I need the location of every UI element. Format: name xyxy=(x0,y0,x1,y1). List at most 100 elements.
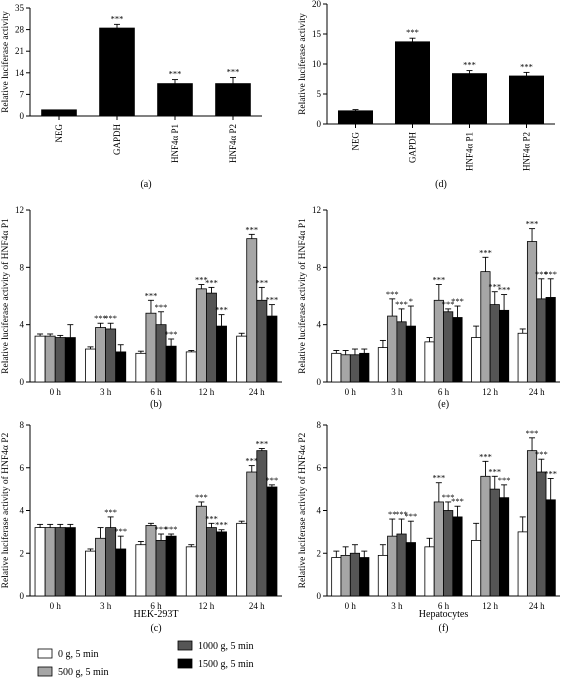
significance-label: *** xyxy=(498,475,511,485)
bar-series-0 xyxy=(236,335,248,383)
significance-label: *** xyxy=(544,468,557,478)
y-tick-label: 12 xyxy=(312,205,321,215)
y-tick-label: 0 xyxy=(317,119,322,129)
significance-label: *** xyxy=(205,277,218,287)
y-tick-label: 20 xyxy=(312,0,322,9)
bar-neg xyxy=(337,110,373,125)
bar-series-1 xyxy=(340,354,351,383)
x-tick-label: 6 h xyxy=(150,387,162,397)
significance-label: *** xyxy=(266,475,279,485)
bar-series-2 xyxy=(349,354,361,383)
y-tick-label: 4 xyxy=(20,320,25,330)
x-tick-label: 6 h xyxy=(438,387,450,397)
legend-swatch xyxy=(37,648,53,659)
bar-series-2 xyxy=(349,552,361,597)
bar-series-3 xyxy=(545,499,556,597)
significance-label: *** xyxy=(488,466,501,476)
significance-label: *** xyxy=(526,428,539,438)
bar-series-2 xyxy=(489,304,500,383)
bar-series-1 xyxy=(387,535,398,597)
panel-letter: (b) xyxy=(150,399,162,410)
significance-label: *** xyxy=(520,61,533,71)
bar-series-2 xyxy=(396,533,407,597)
bar-gapdh xyxy=(394,41,430,125)
y-tick-label: 0 xyxy=(317,591,322,601)
x-tick-label: 12 h xyxy=(482,601,498,611)
panel-b: 0 4 8 12 Relative luciferase activity of HNF… xyxy=(0,205,282,410)
panel-a: 0 7 14 21 28 35 Relative luciferase activity NE… xyxy=(0,3,262,190)
bar-series-3 xyxy=(165,345,177,383)
bar-series-0 xyxy=(85,348,96,383)
x-tick-label: 3 h xyxy=(100,601,112,611)
y-tick-label: 15 xyxy=(312,29,322,39)
y-tick-label: 4 xyxy=(317,320,322,330)
bar-series-3 xyxy=(452,516,463,597)
y-tick-label: 0 xyxy=(20,377,25,387)
significance-label: *** xyxy=(395,509,408,519)
y-tick-label: 28 xyxy=(15,25,25,35)
bar-series-0 xyxy=(471,540,482,597)
bar-series-3 xyxy=(216,325,227,383)
bar-series-2 xyxy=(155,540,167,597)
bar-series-0 xyxy=(377,554,388,597)
x-tick-label: 0 h xyxy=(50,601,62,611)
bar-series-2 xyxy=(536,471,547,597)
significance-label: *** xyxy=(165,329,178,339)
significance-label: *** xyxy=(442,299,455,309)
bar-series-2 xyxy=(443,510,454,597)
bar-series-1 xyxy=(44,527,56,597)
significance-label: *** xyxy=(526,219,539,229)
bar-hnf4α-p2 xyxy=(508,75,544,125)
bar-series-3 xyxy=(216,531,227,597)
legend-label: 500 g, 5 min xyxy=(58,667,109,678)
significance-label: * xyxy=(409,296,413,306)
legend-label: 1500 g, 5 min xyxy=(198,659,254,670)
significance-label: *** xyxy=(535,449,548,459)
significance-label: *** xyxy=(145,290,158,300)
significance-label: *** xyxy=(406,27,419,37)
bar-series-1 xyxy=(145,525,157,597)
bar-series-2 xyxy=(105,328,117,383)
significance-label: *** xyxy=(104,313,117,323)
bar-series-3 xyxy=(359,557,370,597)
significance-label: *** xyxy=(266,295,279,305)
legend-label: 1000 g, 5 min xyxy=(198,641,254,652)
legend-swatch xyxy=(37,666,53,677)
significance-label: *** xyxy=(498,285,511,295)
bar-series-2 xyxy=(536,298,547,383)
bar-gapdh xyxy=(99,27,135,117)
y-tick-label: 6 xyxy=(20,463,25,473)
x-tick-label: 6 h xyxy=(150,601,162,611)
bar-series-1 xyxy=(387,315,398,383)
y-tick-label: 0 xyxy=(20,591,25,601)
x-tick-label: 0 h xyxy=(345,387,357,397)
significance-label: *** xyxy=(104,507,117,517)
significance-label: *** xyxy=(245,456,258,466)
y-tick-label: 0 xyxy=(317,377,322,387)
bar-series-2 xyxy=(105,527,117,597)
significance-label: *** xyxy=(155,302,168,312)
legend-label: 0 g, 5 min xyxy=(58,649,99,660)
bar-series-3 xyxy=(499,497,510,597)
y-tick-label: 8 xyxy=(20,262,25,272)
x-axis-label: Hepatocytes xyxy=(419,609,469,620)
bar-series-0 xyxy=(34,527,46,597)
panel-d: 0 5 10 15 20 Relative luciferase activity NEG *… xyxy=(297,0,555,190)
bar-series-0 xyxy=(331,352,342,383)
x-tick-label: 6 h xyxy=(438,601,450,611)
bar-series-1 xyxy=(246,238,258,383)
y-axis-label: Relative luciferase activity xyxy=(297,13,308,115)
y-tick-label: 12 xyxy=(15,205,24,215)
significance-label: *** xyxy=(111,13,124,23)
bar-series-1 xyxy=(145,312,157,383)
significance-label: *** xyxy=(442,492,455,502)
y-tick-label: 10 xyxy=(312,59,322,69)
y-tick-label: 6 xyxy=(317,463,322,473)
significance-label: *** xyxy=(227,66,240,76)
significance-label: *** xyxy=(195,275,208,285)
x-tick-label: NEG xyxy=(351,132,361,151)
y-tick-label: 4 xyxy=(317,506,322,516)
bar-series-1 xyxy=(526,450,538,597)
significance-label: *** xyxy=(215,305,228,315)
